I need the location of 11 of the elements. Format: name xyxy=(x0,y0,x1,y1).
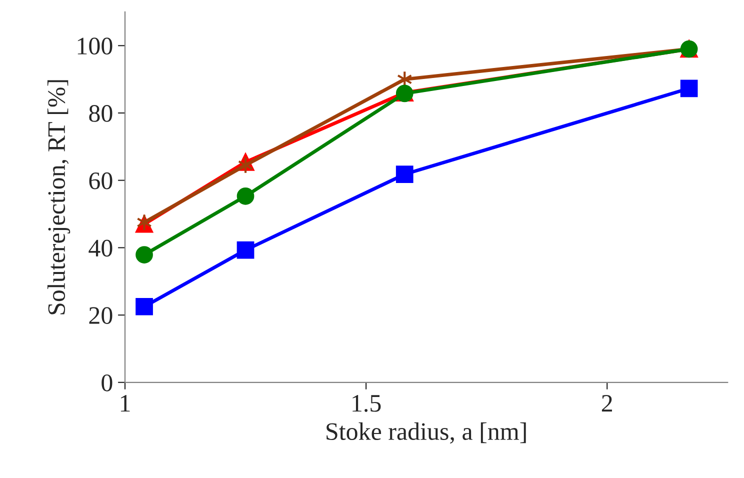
x-tick-label: 1.5 xyxy=(352,395,381,412)
y-tick-label: 0 xyxy=(102,374,112,392)
x-tick-label: 2 xyxy=(602,395,612,412)
x-axis-title: Stoke radius, a [nm] xyxy=(326,422,526,444)
y-tick-label: 60 xyxy=(89,172,112,190)
y-tick-label: 20 xyxy=(89,307,112,324)
y-tick-label: 100 xyxy=(78,38,112,55)
y-axis-title: Soluterejection, RT [%] xyxy=(47,80,70,314)
y-tick-label: 40 xyxy=(88,240,112,257)
x-tick-label: 1 xyxy=(120,395,130,412)
y-tick-label: 80 xyxy=(89,105,112,122)
